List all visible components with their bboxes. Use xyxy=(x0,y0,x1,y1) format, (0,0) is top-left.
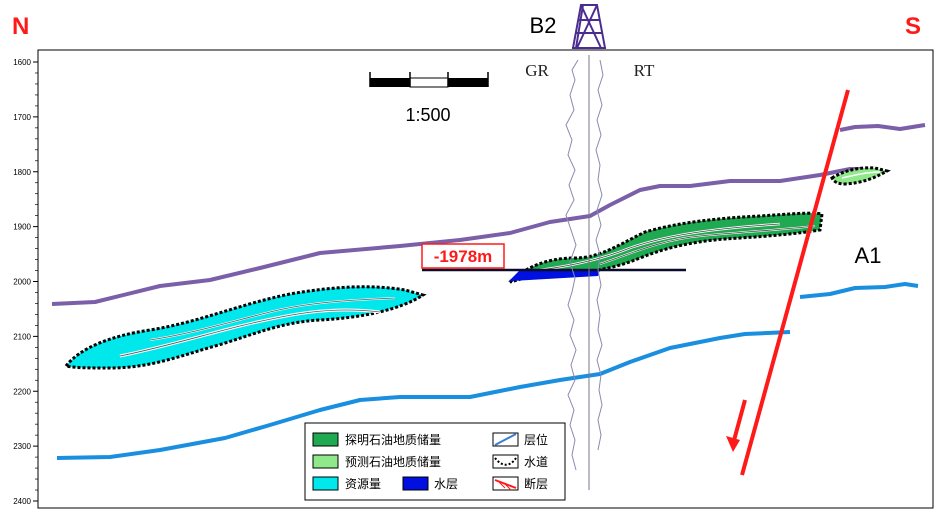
predicted-reserve-body xyxy=(830,166,891,186)
legend-swatch-predicted xyxy=(312,454,339,469)
legend-label-fault: 断层 xyxy=(524,476,548,491)
legend-label-horizon: 层位 xyxy=(524,432,548,447)
water-layer xyxy=(508,270,600,282)
depth-tick-label: 1700 xyxy=(13,113,31,122)
depth-tick-label: 2400 xyxy=(13,497,31,506)
legend-swatch-proven xyxy=(312,432,339,447)
depth-tick-label: 2000 xyxy=(13,278,31,287)
legend-swatch-horizon xyxy=(492,432,519,447)
legend-label-water-layer: 水层 xyxy=(434,477,458,491)
scale-bar xyxy=(369,72,489,88)
depth-axis: 1600 1700 1800 1900 2000 2100 2200 2300 2400 xyxy=(13,50,39,508)
depth-annotation-label: -1978m xyxy=(434,247,493,266)
derrick-icon xyxy=(571,4,607,49)
south-label: S xyxy=(905,13,921,40)
depth-annotation-box xyxy=(421,243,505,269)
fault-arrow-shaft xyxy=(731,399,747,445)
legend-swatch-water-layer xyxy=(402,476,429,491)
fault-label: A1 xyxy=(855,243,882,268)
horizon-upper-south-segment xyxy=(839,123,926,132)
horizon-upper xyxy=(51,167,860,306)
depth-tick-label: 1600 xyxy=(13,58,31,67)
legend-swatch-fault xyxy=(492,476,519,491)
legend-label-proven: 探明石油地质储量 xyxy=(345,432,441,447)
depth-tick-label: 1900 xyxy=(13,223,31,232)
horizon-lower-south-segment xyxy=(799,282,919,299)
well-log-traces xyxy=(565,55,604,490)
scale-label: 1:500 xyxy=(405,105,450,125)
north-label: N xyxy=(12,13,29,40)
depth-tick-label: 2200 xyxy=(13,387,31,396)
depth-tick-label: 2300 xyxy=(13,442,31,451)
horizon-lower xyxy=(56,330,791,460)
log-right-label: RT xyxy=(634,61,655,80)
legend-label-resource: 资源量 xyxy=(345,477,381,491)
legend-label-predicted: 预测石油地质储量 xyxy=(345,454,441,469)
depth-tick-label: 2100 xyxy=(13,332,31,341)
fault-arrow-head xyxy=(726,436,740,452)
fault-line xyxy=(740,89,850,476)
well-name: B2 xyxy=(530,13,557,38)
legend-swatch-channel xyxy=(492,454,519,469)
resource-body xyxy=(63,285,427,370)
legend-swatch-resource xyxy=(312,476,339,491)
log-left-label: GR xyxy=(525,61,549,80)
depth-tick-label: 1800 xyxy=(13,168,31,177)
legend-label-channel: 水道 xyxy=(524,455,548,469)
legend: 探明石油地质储量 层位 预测石油地质储量 水道 资源量 水层 断层 xyxy=(304,422,566,501)
